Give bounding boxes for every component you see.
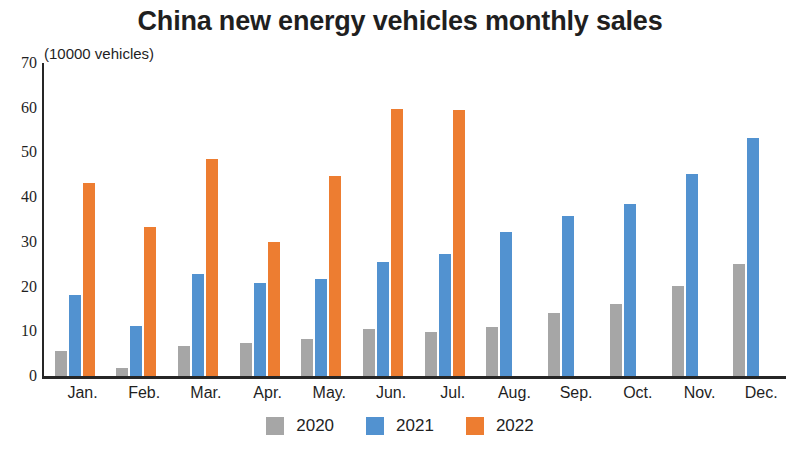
y-tick-label: 10 — [0, 322, 37, 340]
bar-2022-Jul — [453, 110, 465, 376]
legend-label-2020: 2020 — [296, 416, 334, 436]
x-axis-label-Oct: Oct. — [606, 384, 670, 402]
y-tick-label: 20 — [0, 278, 37, 296]
bar-2021-Mar — [192, 274, 204, 376]
x-axis-label-Apr: Apr. — [236, 384, 300, 402]
x-axis-label-Jun: Jun. — [359, 384, 423, 402]
legend-swatch-2021 — [366, 417, 384, 435]
y-tick-label: 50 — [0, 143, 37, 161]
y-tick-label: 30 — [0, 233, 37, 251]
bar-2021-May — [315, 279, 327, 376]
x-axis-label-Aug: Aug. — [482, 384, 546, 402]
x-axis-label-May: May. — [297, 384, 361, 402]
bar-2022-Apr — [268, 242, 280, 376]
bar-2021-Jun — [377, 262, 389, 376]
y-axis-line — [42, 63, 44, 379]
bar-2020-Apr — [240, 343, 252, 376]
x-axis-label-Jan: Jan. — [51, 384, 115, 402]
x-axis-label-Nov: Nov. — [668, 384, 732, 402]
bar-2021-Aug — [500, 232, 512, 376]
legend: 2020 2021 2022 — [0, 416, 800, 436]
bar-2020-Jul — [425, 332, 437, 376]
legend-swatch-2020 — [266, 417, 284, 435]
bar-2022-Feb — [144, 227, 156, 376]
bar-2020-Mar — [178, 346, 190, 376]
bar-2022-May — [329, 176, 341, 376]
x-axis-label-Feb: Feb. — [112, 384, 176, 402]
bar-2020-Nov — [672, 286, 684, 376]
legend-label-2021: 2021 — [396, 416, 434, 436]
bar-2021-Feb — [130, 326, 142, 376]
y-tick-label: 60 — [0, 99, 37, 117]
bar-2021-Jul — [439, 254, 451, 376]
bar-2021-Oct — [624, 204, 636, 376]
y-tick-label: 0 — [0, 367, 37, 385]
x-axis-label-Jul: Jul. — [421, 384, 485, 402]
y-tick-label: 40 — [0, 188, 37, 206]
bar-2021-Apr — [254, 283, 266, 376]
bar-2020-Jan — [55, 351, 67, 376]
bar-2020-Feb — [116, 368, 128, 376]
bar-2021-Dec — [747, 138, 759, 376]
bar-2021-Nov — [686, 174, 698, 376]
bar-2022-Jun — [391, 109, 403, 376]
chart-title: China new energy vehicles monthly sales — [0, 6, 800, 37]
bar-2020-Jun — [363, 329, 375, 376]
x-axis-label-Mar: Mar. — [174, 384, 238, 402]
legend-item-2020: 2020 — [266, 416, 334, 436]
bar-2020-May — [301, 339, 313, 376]
bar-2020-Sep — [548, 313, 560, 376]
x-axis-label-Dec: Dec. — [729, 384, 793, 402]
bar-2022-Jan — [83, 183, 95, 376]
bar-2020-Aug — [486, 327, 498, 376]
y-axis-unit-label: (10000 vehicles) — [44, 45, 154, 62]
legend-swatch-2022 — [466, 417, 484, 435]
bar-2020-Dec — [733, 264, 745, 376]
bar-2021-Jan — [69, 295, 81, 376]
bar-2021-Sep — [562, 216, 574, 376]
chart: China new energy vehicles monthly sales … — [0, 0, 800, 452]
legend-item-2021: 2021 — [366, 416, 434, 436]
bar-2020-Oct — [610, 304, 622, 376]
bar-2022-Mar — [206, 159, 218, 376]
y-tick-label: 70 — [0, 54, 37, 72]
x-axis-label-Sep: Sep. — [544, 384, 608, 402]
legend-label-2022: 2022 — [496, 416, 534, 436]
x-axis-line — [42, 376, 786, 379]
legend-item-2022: 2022 — [466, 416, 534, 436]
